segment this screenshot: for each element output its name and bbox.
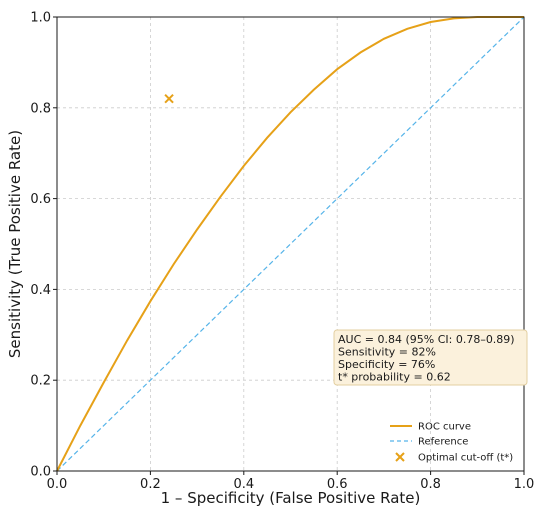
- legend-cutoff-label: Optimal cut-off (t*): [418, 453, 513, 464]
- y-tick-label: 0.6: [30, 192, 51, 207]
- optimal-cutoff-marker: [164, 94, 174, 104]
- y-tick-label: 0.4: [30, 283, 51, 298]
- annotation-sensitivity-text: Sensitivity = 82%: [338, 346, 436, 359]
- annotation-auc-text: AUC = 0.84 (95% CI: 0.78–0.89): [338, 333, 515, 346]
- x-axis-title: 1 – Specificity (False Positive Rate): [161, 489, 421, 507]
- legend-cutoff-swatch: [395, 452, 405, 462]
- x-tick-label: 0.2: [140, 477, 161, 492]
- annotation-background: [333, 329, 528, 386]
- marker-stroke: [395, 452, 405, 462]
- legend-reference-label: Reference: [418, 437, 468, 448]
- legend-cutoff-x-icon: [395, 452, 405, 462]
- reference-line-group: [56, 16, 525, 472]
- marker-stroke: [164, 94, 174, 104]
- roc-curve-line: [56, 16, 524, 472]
- annotation-specificity-text: Specificity = 76%: [338, 358, 435, 371]
- legend-roc-label: ROC curve: [418, 422, 471, 433]
- y-axis-title: Sensitivity (True Positive Rate): [6, 130, 24, 358]
- x-tick-label: 0.8: [420, 477, 441, 492]
- y-tick-label: 0.2: [30, 374, 51, 389]
- roc-curve-group: [56, 16, 524, 472]
- plot-frame: [56, 16, 525, 472]
- legend: ROC curve Reference Optimal cut-off (t*): [390, 422, 513, 464]
- grid-lines: [57, 17, 524, 471]
- annotation-threshold-text: t* probability = 0.62: [338, 371, 451, 384]
- reference-line: [56, 16, 525, 472]
- optimal-cutoff-marker-group: [164, 94, 174, 104]
- x-tick-label: 0.6: [327, 477, 348, 492]
- y-tick-label: 0.0: [30, 465, 51, 480]
- metrics-annotation-box: AUC = 0.84 (95% CI: 0.78–0.89) Sensitivi…: [333, 329, 528, 386]
- x-tick-label: 0.4: [233, 477, 254, 492]
- y-tick-label: 0.8: [30, 101, 51, 116]
- y-axis-ticks: 0.0 0.2 0.4 0.6 0.8 1.0: [30, 11, 57, 480]
- x-tick-label: 0.0: [47, 477, 68, 492]
- y-tick-label: 1.0: [30, 11, 51, 26]
- x-tick-label: 1.0: [514, 477, 535, 492]
- x-axis-ticks: 0.0 0.2 0.4 0.6 0.8 1.0: [47, 471, 535, 492]
